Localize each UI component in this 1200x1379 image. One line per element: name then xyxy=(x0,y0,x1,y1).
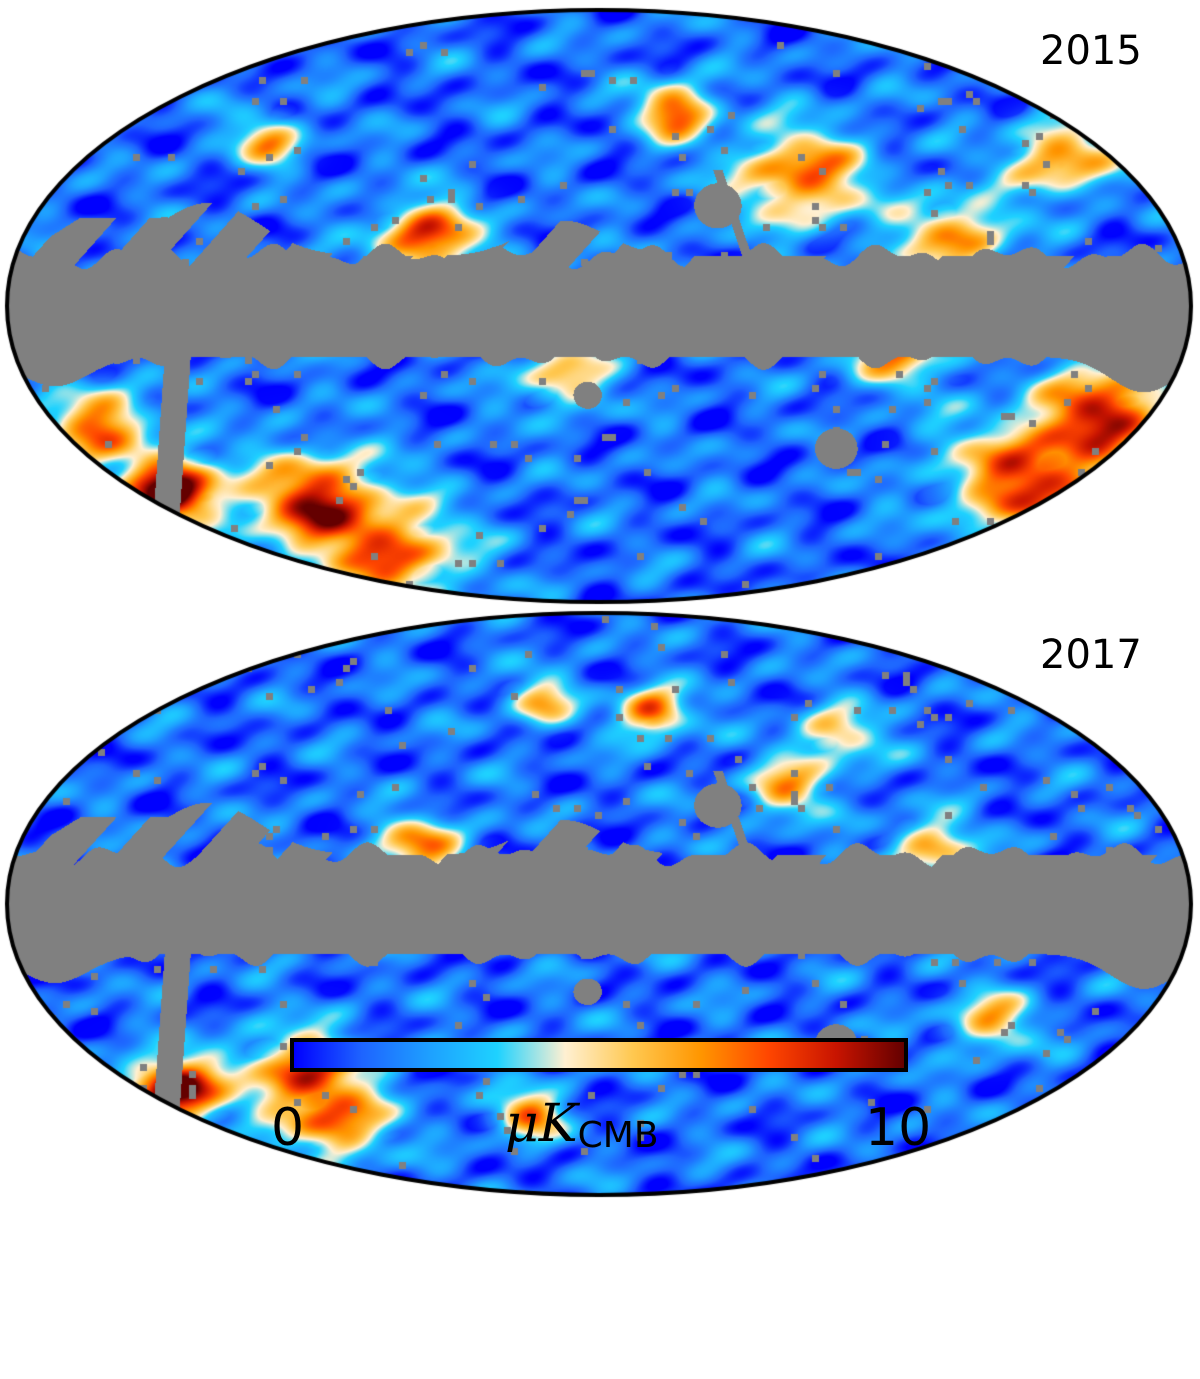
map-label-2015: 2015 xyxy=(1040,28,1142,74)
colorbar-unit-label: μKCMB xyxy=(505,1094,659,1156)
colorbar xyxy=(290,1038,908,1072)
colorbar-max-label: 10 xyxy=(865,1098,932,1158)
colorbar-unit: μK xyxy=(505,1094,578,1154)
colorbar-min-label: 0 xyxy=(271,1098,305,1158)
colorbar-unit-subscript: CMB xyxy=(577,1115,659,1156)
map-label-2017: 2017 xyxy=(1040,632,1142,678)
sky-maps-canvas xyxy=(0,0,1200,1200)
